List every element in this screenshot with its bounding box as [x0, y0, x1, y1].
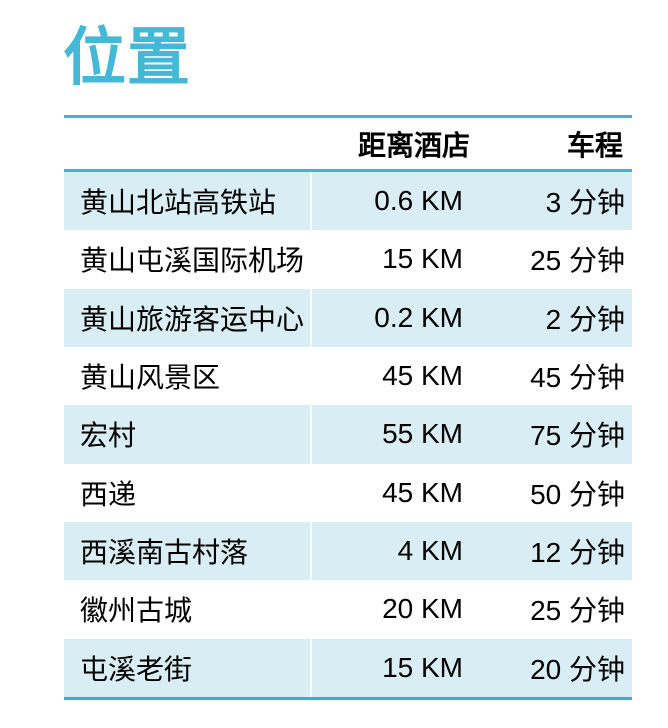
drive-time-cell: 20 分钟 — [530, 653, 625, 685]
distance-cell: 55 KM — [382, 418, 463, 450]
distance-cell: 15 KM — [382, 651, 463, 683]
drive-time-cell: 45 分钟 — [530, 362, 625, 394]
place-cell: 黄山风景区 — [64, 346, 312, 406]
distance-cell: 4 KM — [397, 535, 463, 567]
place-cell: 西溪南古村落 — [64, 521, 312, 581]
table-row: 黄山旅游客运中心 0.2 KM 2 分钟 — [64, 288, 632, 347]
drive-time-cell: 75 分钟 — [530, 420, 625, 452]
table-row: 黄山风景区 45 KM 45 分钟 — [64, 346, 632, 406]
drive-time-cell: 25 分钟 — [530, 595, 625, 627]
distance-cell: 0.2 KM — [374, 301, 463, 333]
drive-time-cell: 12 分钟 — [530, 537, 625, 569]
distance-cell: 45 KM — [382, 360, 463, 392]
place-cell: 黄山旅游客运中心 — [64, 288, 312, 347]
place-cell: 屯溪老街 — [64, 638, 312, 697]
drive-time-cell: 3 分钟 — [545, 187, 625, 219]
place-cell: 西递 — [64, 463, 312, 522]
table-row: 西溪南古村落 4 KM 12 分钟 — [64, 521, 632, 581]
drive-time-cell: 25 分钟 — [530, 245, 625, 277]
place-cell: 徽州古城 — [64, 580, 312, 639]
place-cell: 黄山北站高铁站 — [64, 172, 312, 231]
table-row: 宏村 55 KM 75 分钟 — [64, 405, 632, 464]
distance-cell: 15 KM — [382, 243, 463, 275]
place-cell: 黄山屯溪国际机场 — [64, 230, 312, 289]
table-row: 黄山屯溪国际机场 15 KM 25 分钟 — [64, 230, 632, 289]
location-table: 距离酒店 车程 黄山北站高铁站 0.6 KM 3 分钟 黄山屯溪国际机场 15 … — [64, 115, 632, 700]
drive-time-cell: 50 分钟 — [530, 478, 625, 510]
table-header-row: 距离酒店 车程 — [64, 118, 632, 172]
table-row: 西递 45 KM 50 分钟 — [64, 463, 632, 522]
page-title: 位置 — [63, 23, 191, 93]
column-header-place — [64, 118, 312, 169]
column-header-distance: 距离酒店 — [357, 129, 470, 161]
column-header-drive-time: 车程 — [566, 129, 623, 161]
place-cell: 宏村 — [64, 405, 312, 464]
drive-time-cell: 2 分钟 — [545, 303, 625, 335]
table-row: 黄山北站高铁站 0.6 KM 3 分钟 — [64, 172, 632, 231]
distance-cell: 45 KM — [382, 476, 463, 508]
distance-cell: 0.6 KM — [374, 185, 463, 217]
table-row: 徽州古城 20 KM 25 分钟 — [64, 580, 632, 639]
table-row: 屯溪老街 15 KM 20 分钟 — [64, 638, 632, 697]
distance-cell: 20 KM — [382, 593, 463, 625]
